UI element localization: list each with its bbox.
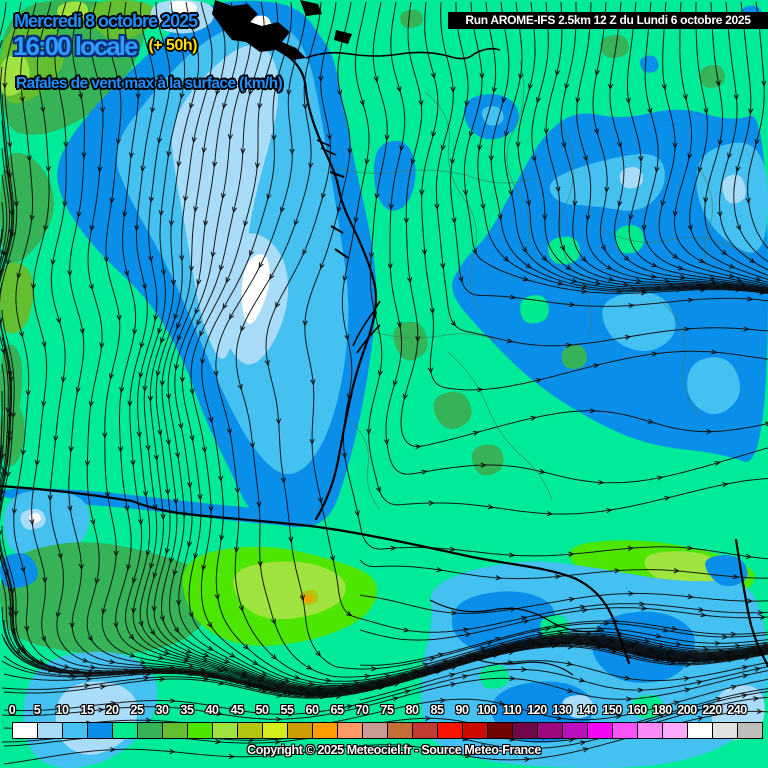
scale-cell <box>162 722 188 739</box>
scale-cell <box>312 722 338 739</box>
scale-cell <box>437 722 463 739</box>
scale-tick-label: 120 <box>527 703 547 717</box>
scale-tick-label: 150 <box>602 703 622 717</box>
scale-cell <box>362 722 388 739</box>
scale-tick-label: 90 <box>455 703 469 717</box>
scale-cell <box>687 722 713 739</box>
scale-cell <box>487 722 513 739</box>
scale-cell <box>662 722 688 739</box>
scale-tick-label: 220 <box>702 703 722 717</box>
coastline-layer <box>0 0 768 676</box>
scale-cell <box>12 722 38 739</box>
scale-tick-label: 180 <box>652 703 672 717</box>
time-row: 16:00 locale (+ 50h) <box>13 33 197 59</box>
variable-label: Rafales de vent max à la surface (km/h) <box>16 75 283 92</box>
scale-cell <box>112 722 138 739</box>
scale-tick-label: 200 <box>677 703 697 717</box>
scale-tick-label: 100 <box>477 703 497 717</box>
scale-tick-label: 160 <box>627 703 647 717</box>
scale-tick-label: 70 <box>355 703 369 717</box>
scale-tick-label: 80 <box>405 703 419 717</box>
scale-tick-label: 140 <box>577 703 597 717</box>
scale-tick-label: 75 <box>380 703 394 717</box>
scale-tick-label: 35 <box>180 703 194 717</box>
scale-tick-label: 15 <box>80 703 94 717</box>
color-scale-bar <box>12 722 763 739</box>
scale-tick-label: 30 <box>155 703 169 717</box>
scale-cell <box>62 722 88 739</box>
scale-cell <box>212 722 238 739</box>
scale-cell <box>587 722 613 739</box>
admin-border-lines <box>334 59 768 511</box>
scale-cell <box>462 722 488 739</box>
scale-cell <box>612 722 638 739</box>
scale-tick-label: 65 <box>330 703 344 717</box>
scale-tick-label: 40 <box>205 703 219 717</box>
scale-tick-label: 45 <box>230 703 244 717</box>
scale-tick-label: 85 <box>430 703 444 717</box>
scale-cell <box>537 722 563 739</box>
scale-cell <box>337 722 363 739</box>
scale-cell <box>37 722 63 739</box>
scale-cell <box>512 722 538 739</box>
scale-tick-label: 60 <box>305 703 319 717</box>
scale-cell <box>262 722 288 739</box>
scale-cell <box>737 722 763 739</box>
scale-tick-label: 130 <box>552 703 572 717</box>
date-label: Mercredi 8 octobre 2025 <box>14 11 198 31</box>
scale-cell <box>387 722 413 739</box>
scale-tick-label: 25 <box>130 703 144 717</box>
scale-cell <box>137 722 163 739</box>
scale-cell <box>237 722 263 739</box>
scale-cell <box>287 722 313 739</box>
scale-tick-label: 0 <box>8 703 16 717</box>
scale-tick-label: 5 <box>33 703 41 717</box>
scale-cell <box>412 722 438 739</box>
scale-tick-label: 10 <box>55 703 69 717</box>
copyright-label: Copyright © 2025 Meteociel.fr - Source M… <box>247 743 541 757</box>
scale-cell <box>87 722 113 739</box>
scale-tick-label: 50 <box>255 703 269 717</box>
scale-tick-label: 20 <box>105 703 119 717</box>
scale-tick-label: 55 <box>280 703 294 717</box>
scale-cell <box>562 722 588 739</box>
forecast-offset-label: (+ 50h) <box>148 37 197 54</box>
run-info-box: Run AROME-IFS 2.5km 12 Z du Lundi 6 octo… <box>448 12 768 29</box>
scale-cell <box>712 722 738 739</box>
local-time-label: 16:00 locale <box>13 31 138 61</box>
scale-cell <box>187 722 213 739</box>
scale-tick-label: 110 <box>502 703 522 717</box>
scale-tick-label: 240 <box>727 703 747 717</box>
scale-cell <box>637 722 663 739</box>
